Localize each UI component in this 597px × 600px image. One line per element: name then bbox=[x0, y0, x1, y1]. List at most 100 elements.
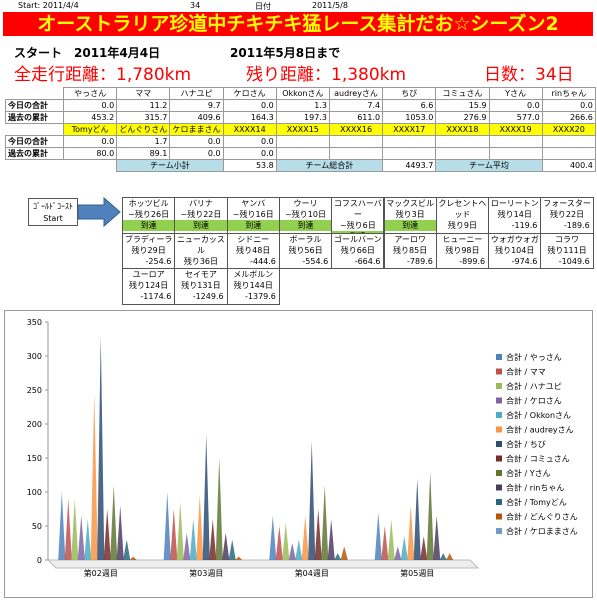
legend-swatch bbox=[496, 368, 502, 375]
title: オーストラリア珍道中チキチキ猛レース集計だお☆シーズン2 bbox=[3, 12, 593, 36]
stop-cell: ゴールバーン 残り66日 -664.6 bbox=[331, 232, 385, 269]
column-header: どんぐりさん bbox=[116, 123, 171, 136]
y-tick-label: 350 bbox=[27, 318, 42, 327]
y-tick-label: 0 bbox=[37, 556, 42, 565]
legend-swatch bbox=[496, 455, 502, 462]
cone bbox=[282, 522, 290, 560]
arrow bbox=[78, 196, 121, 228]
cone bbox=[97, 335, 105, 560]
start-text: Start bbox=[43, 214, 63, 223]
cone bbox=[116, 505, 124, 560]
stop-name: クレセントヘッド bbox=[438, 199, 487, 219]
header-row: やっさん ママ ハナユピ ケロさん Okkonさん audreyさん ちび コミュさん Yさん r… bbox=[6, 87, 596, 100]
stop-distance: -119.6 bbox=[511, 221, 538, 230]
cone bbox=[321, 485, 329, 560]
cone bbox=[103, 509, 111, 560]
legend-label: 合計 / rinちゃん bbox=[506, 483, 564, 493]
cone bbox=[381, 526, 389, 560]
stop-name: コラワ bbox=[555, 234, 580, 244]
stop-cell: マックスビル 残り3日 到達 bbox=[383, 197, 437, 234]
date-label: 日付 bbox=[255, 2, 271, 11]
stop-cell: ユーロア 残り124日 -1174.6 bbox=[122, 268, 176, 305]
stop-days: 残り98日 bbox=[445, 245, 480, 255]
cone bbox=[439, 553, 447, 560]
legend-label: 合計 / Okkonさん bbox=[506, 410, 571, 420]
cone bbox=[170, 509, 178, 560]
chart-frame bbox=[4, 310, 593, 598]
stop-distance: -1249.6 bbox=[192, 292, 224, 301]
stop-distance: -189.6 bbox=[563, 221, 590, 230]
cone bbox=[71, 498, 79, 560]
legend-swatch bbox=[496, 470, 502, 476]
stop-days: 残り56日 bbox=[288, 245, 323, 255]
summary-label: チーム平均 bbox=[435, 159, 543, 172]
data-row: 今日の合計 0.0 11.2 9.7 0.0 1.3 7.4 6.6 15.9 0.0 0.0 bbox=[5, 99, 596, 112]
stop-name: ニューカッスル bbox=[176, 234, 225, 255]
cone bbox=[84, 519, 92, 560]
cone bbox=[64, 498, 72, 560]
legend-swatch bbox=[496, 513, 502, 520]
stop-status: 到達 bbox=[175, 220, 227, 231]
start-name: ｺﾞｰﾙﾄﾞｺｰｽﾄ bbox=[33, 202, 73, 211]
summary-value: 400.4 bbox=[541, 159, 596, 172]
stop-name: ゴールバーン bbox=[334, 234, 382, 244]
stop-distance: -1049.6 bbox=[558, 256, 590, 266]
remaining-distance: 残り距離：1,380km bbox=[246, 65, 407, 85]
stop-status: 到達 bbox=[279, 220, 332, 231]
legend-label: 合計 / Yさん bbox=[506, 468, 551, 478]
x-tick-label: 第03週目 bbox=[189, 568, 223, 578]
stop-name: ブラディーラ bbox=[124, 234, 173, 244]
legend-label: 合計 / ちび bbox=[506, 439, 546, 449]
cone bbox=[308, 441, 316, 560]
legend-label: 合計 / audreyさん bbox=[506, 425, 574, 435]
cone bbox=[407, 505, 415, 560]
y-tick-label: 100 bbox=[27, 488, 42, 497]
summary-label: チーム総合計 bbox=[275, 159, 384, 172]
summary-row: チーム小計 53.8 チーム総合計 4493.7 チーム平均 400.4 bbox=[6, 159, 596, 172]
cone bbox=[58, 492, 66, 560]
legend-label: 合計 / ママ bbox=[506, 367, 546, 377]
y-tick-label: 200 bbox=[27, 420, 42, 429]
stop-name: ウォガウォガ bbox=[490, 234, 539, 244]
stop-cell: コラワ 残り111日 -1049.6 bbox=[540, 232, 594, 269]
start-label: スタート 2011年4月4日 bbox=[14, 46, 161, 60]
stop-name: コフスハーバー bbox=[333, 199, 382, 219]
stop-days: 残り22日 bbox=[549, 210, 585, 219]
cone bbox=[222, 532, 230, 560]
cone bbox=[400, 536, 408, 560]
total-distance: 全走行距離：1,780km bbox=[14, 65, 192, 85]
cone bbox=[196, 495, 204, 560]
cone bbox=[77, 515, 85, 560]
cone bbox=[387, 519, 395, 560]
stop-name: アーロワ bbox=[394, 234, 426, 244]
end-date: 2011/5/8 bbox=[312, 1, 348, 10]
cone bbox=[215, 458, 223, 560]
stop-days: 残り111日 bbox=[547, 245, 587, 255]
cone bbox=[176, 502, 184, 560]
stop-days: ~残り10日 bbox=[285, 210, 326, 219]
stop-days: ~残り16日 bbox=[232, 210, 274, 219]
cone bbox=[394, 546, 402, 560]
stop-status: 到達 bbox=[384, 220, 436, 231]
stop-days: 残り131日 bbox=[181, 281, 221, 290]
column-header: XXXX17 bbox=[382, 123, 437, 136]
stop-name: フォースター bbox=[543, 199, 591, 208]
stop-cell: ウォガウォガ 残り104日 -974.6 bbox=[488, 232, 542, 269]
cone bbox=[301, 515, 309, 560]
stop-days: ~残り6日 bbox=[339, 221, 376, 230]
stop-status: 到達 bbox=[123, 220, 175, 231]
stop-days: 残り3日 bbox=[395, 210, 425, 219]
x-tick-label: 第05週目 bbox=[400, 568, 434, 578]
days-total: 日数：34日 bbox=[484, 65, 574, 85]
legend-swatch bbox=[496, 528, 502, 534]
stop-distance: -664.6 bbox=[354, 256, 381, 266]
legend-swatch bbox=[496, 354, 502, 360]
legend-label: 合計 / どんぐりさん bbox=[506, 512, 578, 522]
stop-days: ~残り26日 bbox=[128, 210, 170, 219]
cone bbox=[110, 485, 118, 560]
stop-name: ローリートン bbox=[490, 199, 539, 208]
cone bbox=[163, 492, 171, 560]
